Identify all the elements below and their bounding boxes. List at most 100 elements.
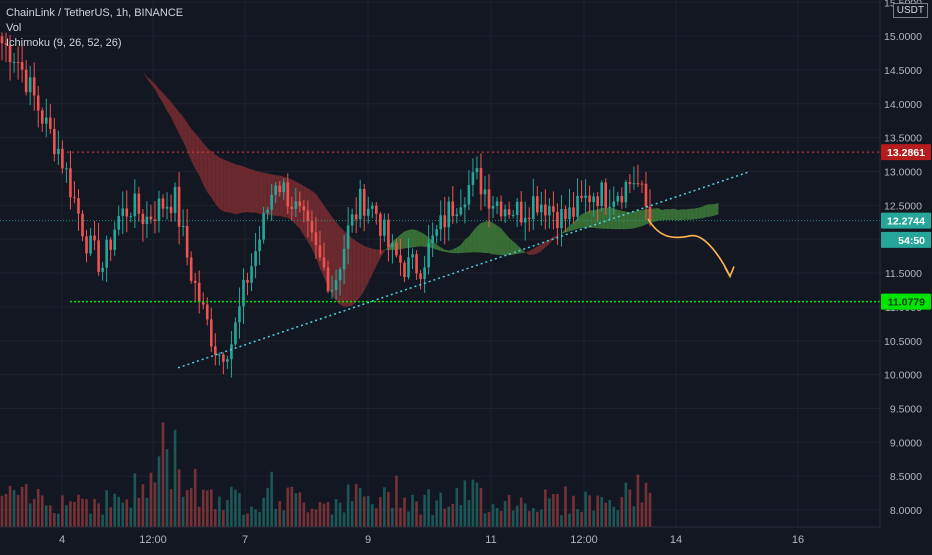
candle-up (266, 209, 269, 214)
candle-down (109, 239, 112, 250)
bear-cloud-segment (336, 222, 341, 305)
volume-bar (290, 486, 294, 527)
volume-bar (97, 503, 100, 527)
projection-path[interactable] (647, 218, 731, 277)
volume-bar (471, 479, 475, 527)
volume-bar (503, 500, 507, 527)
volume-bar (616, 510, 620, 527)
price-scale: 15.500015.000014.500014.000013.500013.00… (884, 0, 922, 517)
bull-cloud-segment (710, 204, 715, 217)
volume-bar (636, 474, 640, 527)
candle-up (274, 185, 277, 195)
candle-up (407, 257, 410, 278)
bear-cloud-segment (146, 76, 151, 85)
volume-bar (314, 509, 318, 527)
candle-down (32, 77, 36, 96)
candle-up (540, 204, 543, 213)
bear-cloud-segment (263, 172, 268, 215)
bull-cloud-segment (565, 225, 570, 233)
candle-down (125, 208, 129, 217)
bull-cloud-segment (436, 244, 441, 251)
volume-bar (181, 496, 185, 527)
volume-bar (556, 493, 559, 527)
volume-bar (419, 514, 422, 527)
volume-bar (366, 496, 370, 527)
candle-up (101, 267, 104, 272)
volume-bar (423, 494, 426, 527)
candle-up (511, 214, 515, 216)
bull-cloud-segment (617, 209, 622, 230)
candle-down (507, 209, 511, 216)
bear-cloud-segment (332, 216, 337, 301)
candle-up (383, 219, 386, 236)
volume-bar (53, 512, 56, 527)
volume-bar (511, 510, 515, 527)
volume-bar (230, 486, 233, 527)
candle-down (403, 262, 406, 278)
volume-bar (8, 485, 12, 527)
volume-bar (77, 494, 80, 527)
bear-cloud-segment (150, 80, 155, 90)
volume-bar (447, 506, 451, 527)
volume-bar (274, 508, 277, 527)
price-tick-label: 15.0000 (884, 31, 922, 43)
price-badge: 11.0779 (881, 293, 931, 310)
bull-cloud-segment (412, 229, 417, 248)
volume-bar (40, 495, 44, 527)
candle-up (423, 267, 426, 279)
volume-bar (632, 506, 636, 527)
grid (0, 0, 880, 527)
bear-cloud-segment (215, 154, 220, 209)
price-tick-label: 8.0000 (890, 505, 922, 517)
bull-cloud-segment (400, 231, 405, 250)
volume-bar (201, 489, 205, 527)
bull-cloud-segment (456, 244, 461, 254)
volume-bar (246, 513, 249, 527)
volume-bar (624, 482, 628, 527)
bull-cloud-segment (509, 237, 514, 256)
symbol-title[interactable]: ChainLink / TetherUS, 1h, BINANCE (6, 7, 184, 19)
bull-cloud-segment (658, 208, 663, 221)
volume-bar (4, 493, 8, 527)
candle-up (411, 254, 414, 258)
volume-bar (65, 505, 68, 527)
currency-unit-label[interactable]: USDT (892, 3, 928, 18)
bull-cloud-segment (468, 231, 473, 253)
bull-cloud-segment (513, 241, 518, 255)
ichimoku-indicator-label[interactable]: Ichimoku (9, 26, 52, 26) (6, 37, 122, 49)
candle-down (479, 168, 483, 195)
volume-bar (483, 513, 487, 527)
candle-up (608, 206, 612, 208)
candle-up (358, 188, 362, 220)
candle-down (298, 201, 302, 207)
volume-bar (362, 496, 366, 527)
price-scale-panel[interactable] (880, 0, 932, 527)
volume-indicator-label[interactable]: Vol (6, 22, 22, 34)
volume-bar (298, 492, 302, 527)
candle-up (133, 193, 137, 217)
price-badge-label: 12.2744 (887, 216, 925, 228)
candle-up (234, 322, 237, 345)
volume-bar (149, 472, 153, 527)
volume-bars (0, 422, 652, 527)
candle-down (527, 217, 531, 219)
volume-bar (536, 511, 539, 527)
volume-bar (294, 493, 298, 527)
bull-cloud-segment (497, 225, 502, 256)
candle-down (209, 319, 213, 347)
time-scale-panel[interactable] (0, 527, 880, 550)
bear-cloud-segment (356, 241, 361, 302)
candle-up (258, 239, 261, 252)
bull-cloud-segment (605, 207, 610, 229)
volume-bar (576, 509, 579, 527)
candle-down (286, 182, 290, 207)
volume-bar (375, 508, 378, 527)
candle-up (491, 205, 495, 209)
price-badge-label: 54:50 (898, 235, 925, 247)
bull-cloud-segment (444, 249, 449, 253)
candle-down (415, 254, 418, 274)
ascending-trendline[interactable] (177, 170, 751, 369)
